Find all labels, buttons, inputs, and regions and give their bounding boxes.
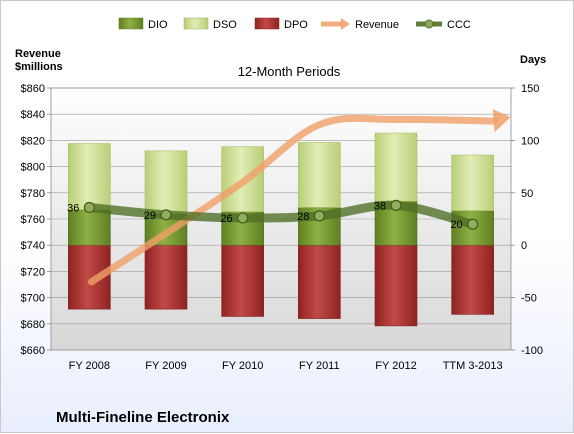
legend: DIO DSO DPO Revenue CCC — [118, 17, 471, 31]
right-tick-label: -50 — [521, 293, 537, 305]
left-tick-label: $820 — [21, 135, 45, 147]
ccc-data-label: 36 — [67, 202, 79, 214]
ccc-data-label: 20 — [450, 219, 462, 231]
ccc-data-label: 29 — [144, 210, 156, 222]
bar-dso — [68, 143, 111, 210]
legend-swatch-dio — [118, 17, 144, 30]
left-tick-label: $700 — [21, 293, 45, 305]
legend-label-ccc: CCC — [447, 19, 471, 31]
ccc-data-label: 28 — [297, 211, 309, 223]
ccc-point — [160, 209, 172, 221]
category-label: FY 2009 — [145, 360, 186, 372]
legend-label-dpo: DPO — [284, 19, 308, 31]
ccc-point — [83, 201, 95, 214]
category-label: FY 2008 — [69, 360, 110, 372]
left-tick-label: $760 — [21, 214, 45, 226]
legend-swatch-dpo — [254, 17, 280, 30]
legend-swatch-ccc — [416, 19, 442, 29]
bar-dio — [68, 209, 111, 246]
bars — [68, 132, 494, 327]
revenue-line — [87, 114, 499, 286]
category-labels: FY 2008 FY 2009 FY 2010 FY 2011 FY 2012 TTM 3… — [69, 360, 503, 372]
bar-dpo — [374, 244, 418, 327]
right-tick-label: 100 — [521, 135, 539, 147]
category-label: FY 2010 — [222, 360, 263, 372]
left-tick-label: $680 — [21, 319, 45, 331]
revenue-arrowhead — [492, 109, 511, 133]
left-tick-label: $800 — [21, 162, 45, 174]
left-tick-label: $740 — [21, 240, 45, 252]
ccc-point — [467, 218, 479, 230]
legend-label-dio: DIO — [148, 19, 168, 31]
ccc-series: 36 29 26 28 38 20 — [67, 199, 479, 231]
right-tick-label: 0 — [521, 240, 527, 252]
right-axis-ticks: -100 -50 0 50 100 150 — [511, 83, 543, 357]
bar-dso — [374, 132, 418, 202]
right-tick-label: -100 — [521, 345, 543, 357]
ccc-point — [390, 199, 402, 211]
right-tick-label: 150 — [521, 83, 539, 95]
ccc-data-label: 26 — [220, 213, 232, 225]
legend-label-dso: DSO — [213, 19, 237, 31]
ccc-point — [313, 210, 325, 222]
legend-swatch-dso — [183, 17, 209, 30]
left-axis-title-line2: $millions — [15, 61, 63, 73]
right-tick-label: 50 — [521, 188, 533, 200]
category-label: FY 2011 — [299, 360, 340, 372]
company-name: Multi-Fineline Electronix — [56, 409, 230, 426]
legend-label-revenue: Revenue — [355, 19, 399, 31]
ccc-data-label: 38 — [374, 200, 386, 212]
left-tick-label: $780 — [21, 188, 45, 200]
chart-subtitle: 12-Month Periods — [238, 64, 341, 79]
left-tick-label: $860 — [21, 83, 45, 95]
bar-dso — [298, 142, 341, 208]
right-axis-title: Days — [520, 54, 546, 66]
bar-dpo — [451, 244, 494, 315]
legend-swatch-revenue — [321, 18, 350, 30]
left-axis-ticks: $660 $680 $700 $720 $740 $760 $780 $800 $820 $840… — [21, 83, 51, 357]
left-tick-label: $720 — [21, 266, 45, 278]
category-label: FY 2012 — [375, 360, 416, 372]
ccc-line — [84, 200, 478, 229]
gridlines — [51, 87, 511, 351]
bar-dso — [451, 154, 494, 211]
left-axis-title-line1: Revenue — [15, 48, 61, 60]
category-label: TTM 3-2013 — [443, 360, 503, 372]
bar-dpo — [144, 244, 188, 310]
bar-dso — [144, 150, 188, 215]
bar-dpo — [298, 244, 341, 319]
revenue-series — [87, 109, 511, 286]
ccc-point — [237, 212, 249, 224]
bar-dpo — [221, 244, 264, 317]
left-tick-label: $840 — [21, 109, 45, 121]
left-tick-label: $660 — [21, 345, 45, 357]
